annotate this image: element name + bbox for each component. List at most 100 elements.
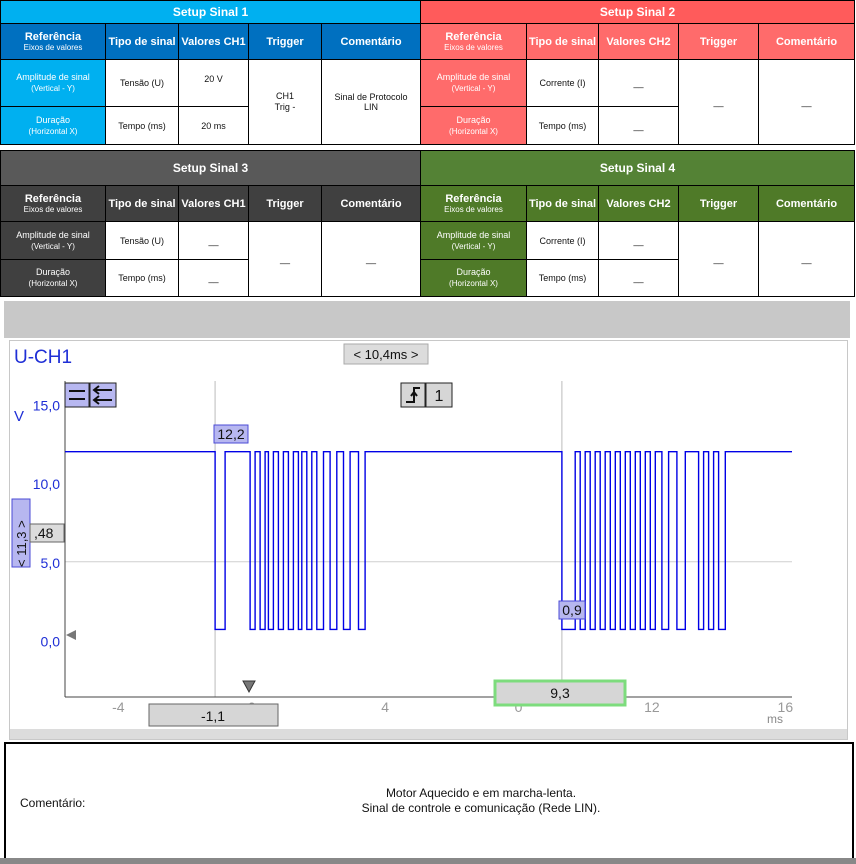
trigger-channel-box[interactable]: 1	[425, 382, 453, 408]
amplitude-label: Amplitude de sinal (Vertical - Y)	[420, 221, 527, 260]
signal-trace	[65, 450, 792, 631]
valores-header: Valores CH1	[178, 23, 249, 60]
y-tick-label: 15,0	[33, 398, 60, 414]
ref-header: Referência Eixos de valores	[420, 185, 527, 222]
svg-text:1: 1	[435, 388, 444, 405]
comment-section: Comentário: Motor Aquecido e em marcha-l…	[4, 742, 854, 860]
comentario-header: Comentário	[757, 185, 856, 222]
valores-header: Valores CH2	[598, 185, 679, 222]
setup-sinal-3-title: Setup Sinal 3	[0, 150, 422, 186]
svg-text:-1,1: -1,1	[201, 708, 225, 724]
svg-text:< 10,4ms >: < 10,4ms >	[353, 347, 418, 362]
ref-header: Referência Eixos de valores	[0, 185, 106, 222]
duracao-tipo: Tempo (ms)	[105, 259, 179, 297]
duracao-label: Duração (Horizontal X)	[0, 259, 106, 297]
vertical-ruler-tag[interactable]: < 11,3 >	[11, 498, 31, 568]
duracao-valor: __	[598, 106, 679, 145]
channel-label: U-CH1	[14, 347, 72, 368]
trigger-position-icon[interactable]	[242, 680, 256, 694]
duracao-label: Duração (Horizontal X)	[420, 259, 527, 297]
setup-sinal-1-title: Setup Sinal 1	[0, 0, 422, 24]
duracao-valor: __	[598, 259, 679, 297]
comment-text: Motor Aquecido e em marcha-lenta. Sinal …	[256, 786, 706, 816]
svg-text:< 11,3 >: < 11,3 >	[14, 520, 29, 567]
amplitude-label: Amplitude de sinal (Vertical - Y)	[0, 221, 106, 260]
trigger-value: __	[678, 59, 759, 145]
svg-text:0,9: 0,9	[562, 602, 582, 618]
ground-marker-icon[interactable]	[66, 630, 76, 640]
trigger-falling-edge-icon[interactable]	[400, 382, 426, 408]
bottom-edge	[0, 858, 856, 864]
duracao-tipo: Tempo (ms)	[526, 106, 599, 145]
x-tick-label: 12	[644, 699, 660, 715]
trigger-header: Trigger	[678, 23, 759, 60]
amplitude-label: Amplitude de sinal (Vertical - Y)	[0, 59, 106, 107]
trigger-value: CH1 Trig -	[248, 59, 322, 145]
svg-text:,48: ,48	[34, 525, 54, 541]
setup-sinal-2-table: Setup Sinal 2 Referência Eixos de valores…	[419, 0, 856, 145]
setup-sinal-2-title: Setup Sinal 2	[419, 0, 856, 24]
scope-svg: 15,010,05,00,0 -40401216 U-CH1 V ms < 10…	[10, 343, 847, 739]
bottom-scroll-strip[interactable]	[10, 729, 847, 739]
comment-line-2: Sinal de controle e comunicação (Rede LI…	[361, 801, 601, 815]
amplitude-valor: __	[598, 221, 679, 260]
trigger-header: Trigger	[248, 185, 322, 222]
comment-value: __	[757, 59, 856, 145]
valores-header: Valores CH2	[598, 23, 679, 60]
duracao-label: Duração (Horizontal X)	[0, 106, 106, 145]
x-tick-label: 16	[778, 699, 794, 715]
cursor2-value-tag[interactable]: 0,9	[558, 600, 586, 620]
amplitude-valor: __	[178, 221, 249, 260]
trigger-value: __	[248, 221, 322, 297]
setup-sinal-4-title: Setup Sinal 4	[419, 150, 856, 186]
y-unit-label: V	[14, 408, 24, 425]
comment-value: __	[320, 221, 422, 297]
comentario-header: Comentário	[320, 185, 422, 222]
delta-time-readout[interactable]: < 10,4ms >	[343, 343, 429, 365]
amplitude-tipo: Tensão (U)	[105, 221, 179, 260]
tipo-header: Tipo de sinal	[526, 185, 599, 222]
comentario-header: Comentário	[757, 23, 856, 60]
ruler-marker-tag[interactable]: ,48	[29, 523, 65, 543]
tipo-header: Tipo de sinal	[105, 185, 179, 222]
svg-text:9,3: 9,3	[550, 685, 570, 701]
y-tick-label: 5,0	[41, 555, 61, 571]
y-tick-label: 10,0	[33, 476, 60, 492]
duracao-label: Duração (Horizontal X)	[420, 106, 527, 145]
ref-header: Referência Eixos de valores	[420, 23, 527, 60]
duracao-valor: __	[178, 259, 249, 297]
duracao-valor: 20 ms	[178, 106, 249, 145]
amplitude-valor: __	[598, 59, 679, 107]
duracao-tipo: Tempo (ms)	[526, 259, 599, 297]
amplitude-tipo: Corrente (I)	[526, 59, 599, 107]
amplitude-tipo: Corrente (I)	[526, 221, 599, 260]
amplitude-label: Amplitude de sinal (Vertical - Y)	[420, 59, 527, 107]
cursor1-value-tag[interactable]: 12,2	[213, 424, 249, 444]
cursor-time-right-tag[interactable]: 9,3	[493, 679, 627, 707]
cursor-time-left-tag[interactable]: -1,1	[148, 703, 279, 727]
trigger-value: __	[678, 221, 759, 297]
separator-band	[4, 301, 850, 338]
arrows-left-icon[interactable]	[89, 382, 117, 408]
setup-sinal-1-table: Setup Sinal 1 Referência Eixos de valores…	[0, 0, 422, 145]
comentario-header: Comentário	[320, 23, 422, 60]
tipo-header: Tipo de sinal	[105, 23, 179, 60]
comment-line-1: Motor Aquecido e em marcha-lenta.	[385, 786, 577, 800]
comment-value: Sinal de Protocolo LIN	[320, 59, 422, 145]
duracao-tipo: Tempo (ms)	[105, 106, 179, 145]
amplitude-tipo: Tensão (U)	[105, 59, 179, 107]
comment-label: Comentário:	[20, 796, 86, 810]
x-tick-label: -4	[112, 699, 125, 715]
tipo-header: Tipo de sinal	[526, 23, 599, 60]
y-tick-label: 0,0	[41, 633, 61, 649]
oscilloscope-panel: 15,010,05,00,0 -40401216 U-CH1 V ms < 10…	[9, 340, 848, 740]
valores-header: Valores CH1	[178, 185, 249, 222]
amplitude-valor: 20 V	[178, 59, 249, 107]
trigger-header: Trigger	[678, 185, 759, 222]
horizontal-lines-icon[interactable]	[64, 382, 90, 408]
setup-sinal-3-table: Setup Sinal 3 Referência Eixos de valores…	[0, 150, 422, 297]
ref-header: Referência Eixos de valores	[0, 23, 106, 60]
comment-value: __	[757, 221, 856, 297]
trigger-header: Trigger	[248, 23, 322, 60]
x-tick-label: 4	[381, 699, 389, 715]
